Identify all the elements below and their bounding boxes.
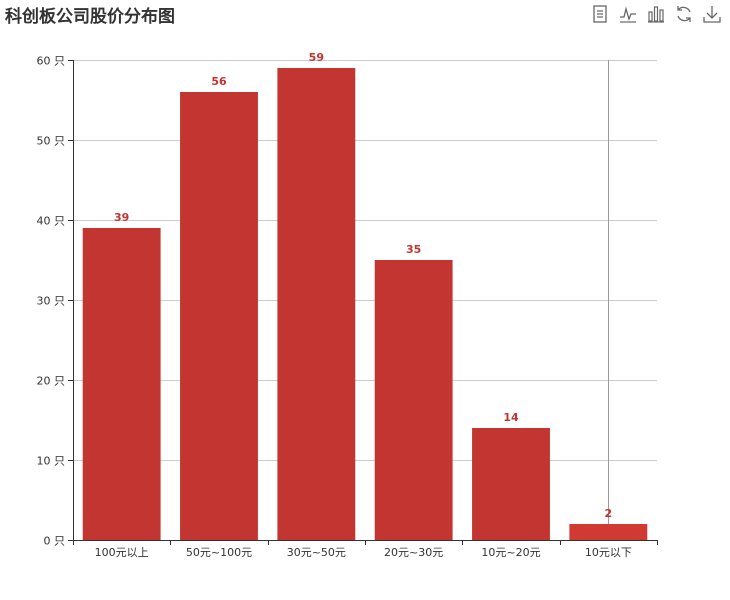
bar-data-label: 56 — [211, 75, 227, 88]
x-tick-label: 10元以下 — [585, 546, 632, 559]
y-tick-label: 40 只 — [37, 215, 66, 228]
bar[interactable] — [569, 524, 648, 540]
y-tick-label: 0 只 — [44, 535, 66, 548]
data-view-icon[interactable] — [590, 4, 610, 24]
restore-icon[interactable] — [674, 4, 694, 24]
bar[interactable] — [277, 68, 356, 540]
y-tick-label: 20 只 — [37, 375, 66, 388]
line-chart-icon[interactable] — [618, 4, 638, 24]
chart-title: 科创板公司股价分布图 — [5, 7, 175, 27]
bar-data-label: 14 — [503, 411, 519, 424]
bar-data-label: 2 — [605, 507, 613, 520]
bar[interactable] — [82, 228, 161, 540]
bar-data-label: 39 — [114, 211, 129, 224]
bar[interactable] — [374, 260, 453, 540]
x-tick-label: 30元~50元 — [287, 546, 346, 559]
bar-chart-icon[interactable] — [646, 4, 666, 24]
bar[interactable] — [180, 92, 258, 540]
y-tick-label: 10 只 — [37, 455, 66, 468]
toolbox — [590, 4, 722, 24]
x-tick-label: 20元~30元 — [384, 546, 443, 559]
bar-data-label: 59 — [309, 51, 324, 64]
x-tick-label: 100元以上 — [95, 546, 149, 559]
save-image-icon[interactable] — [702, 4, 722, 24]
x-tick-label: 50元~100元 — [186, 546, 252, 559]
y-tick-label: 50 只 — [37, 135, 66, 148]
x-tick-label: 10元~20元 — [481, 546, 540, 559]
y-tick-label: 30 只 — [37, 295, 66, 308]
bar-data-label: 35 — [406, 243, 421, 256]
y-tick-label: 60 只 — [37, 55, 66, 68]
bar[interactable] — [472, 428, 550, 540]
